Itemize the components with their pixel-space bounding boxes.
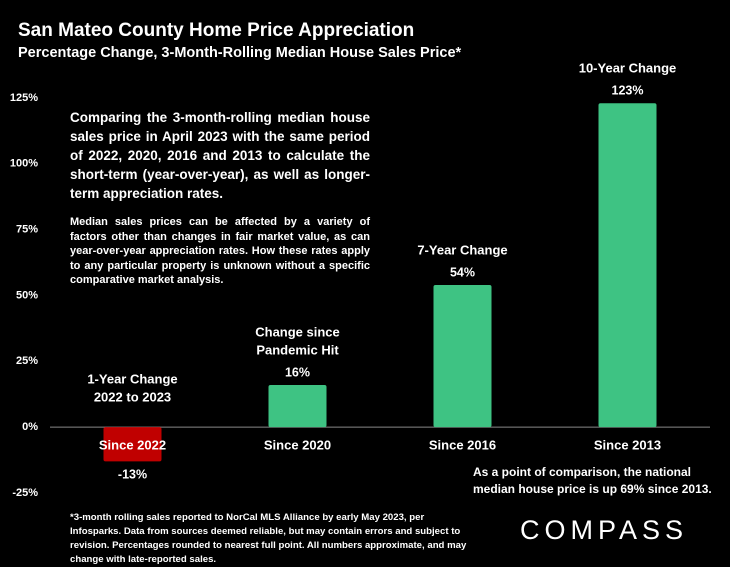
y-tick-label: 25% xyxy=(16,355,38,367)
y-tick-label: 75% xyxy=(16,224,38,236)
x-tick-label: Since 2016 xyxy=(429,438,496,453)
chart-title: San Mateo County Home Price Appreciation xyxy=(18,20,414,41)
chart-subtitle: Percentage Change, 3-Month-Rolling Media… xyxy=(18,45,462,61)
bar-annotation: 7-Year Change xyxy=(417,242,507,257)
note: Median sales prices can be affected by a… xyxy=(70,216,370,287)
bar xyxy=(103,427,162,462)
bar-annotation: Change since xyxy=(255,324,340,339)
bar xyxy=(433,284,492,428)
y-tick-label: 50% xyxy=(16,289,38,301)
bar-annotation: 2022 to 2023 xyxy=(94,390,171,405)
bar-annotation: 1-Year Change xyxy=(87,372,177,387)
value-label: 16% xyxy=(285,365,310,379)
y-tick-label: 125% xyxy=(10,92,38,104)
x-tick-label: Since 2022 xyxy=(99,438,166,453)
bar-annotation: 10-Year Change xyxy=(579,61,677,76)
value-label: 123% xyxy=(612,84,644,98)
logo: COMPASS xyxy=(520,515,689,545)
bar xyxy=(598,103,657,428)
note: Comparing the 3-month-rolling median hou… xyxy=(70,110,370,201)
x-tick-label: Since 2013 xyxy=(594,438,661,453)
footnote: *3-month rolling sales reported to NorCa… xyxy=(70,512,467,565)
y-tick-label: -25% xyxy=(12,487,38,499)
y-tick-label: 0% xyxy=(22,421,38,433)
comparison-note: As a point of comparison, the national m… xyxy=(473,465,712,496)
bar xyxy=(268,385,327,428)
x-tick-label: Since 2020 xyxy=(264,438,331,453)
value-label: -13% xyxy=(118,468,147,482)
bar-annotation: Pandemic Hit xyxy=(256,342,339,357)
y-tick-label: 100% xyxy=(10,158,38,170)
value-label: 54% xyxy=(450,265,475,279)
